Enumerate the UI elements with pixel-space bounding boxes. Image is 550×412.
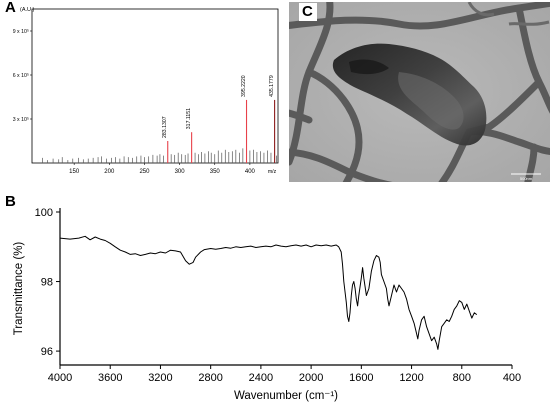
panel-c-letter: C bbox=[299, 3, 317, 21]
x-tick-label: 250 bbox=[139, 169, 150, 175]
x-tick-label: 1200 bbox=[399, 372, 423, 384]
tem-micrograph: 500nm bbox=[280, 0, 550, 191]
x-axis-label: Wavenumber (cm⁻¹) bbox=[234, 390, 338, 402]
particle-dense-region bbox=[349, 59, 389, 75]
scale-bar: 500nm bbox=[511, 173, 541, 181]
peak-label: 435.1779 bbox=[269, 75, 275, 97]
x-tick-label: 3200 bbox=[148, 372, 172, 384]
mass-spectrum-chart: 283.1307 317.1151 395.2220 435.1779 150 200 25… bbox=[13, 7, 279, 175]
plot-frame bbox=[31, 8, 279, 164]
peak-label: 395.2220 bbox=[241, 75, 247, 97]
y-tick-label: 98 bbox=[41, 277, 53, 289]
y-tick-label: 6 x 10⁵ bbox=[13, 73, 29, 79]
x-tick-label: 150 bbox=[69, 169, 80, 175]
x-tick-label: 2400 bbox=[249, 372, 273, 384]
panel-b-letter: B bbox=[5, 193, 16, 210]
x-tick-label: 4000 bbox=[48, 372, 72, 384]
panel-c: 500nm C bbox=[280, 0, 550, 191]
panel-a: A 283.1307 317.1151 395.2220 435.1779 150 200… bbox=[0, 0, 280, 185]
y-axis-label: (A.U.) bbox=[20, 7, 35, 13]
y-tick-label: 9 x 10⁵ bbox=[13, 29, 29, 35]
x-axis-label: m/z bbox=[268, 169, 277, 175]
scale-bar-label: 500nm bbox=[520, 176, 533, 181]
x-tick-label: 400 bbox=[503, 372, 521, 384]
x-tick-label: 3600 bbox=[98, 372, 122, 384]
x-tick-label: 2000 bbox=[299, 372, 323, 384]
x-tick-label: 2800 bbox=[198, 372, 222, 384]
particle-thin-region bbox=[398, 72, 464, 130]
peak-label: 317.1151 bbox=[186, 108, 192, 129]
y-tick-label: 3 x 10⁵ bbox=[13, 117, 29, 123]
x-tick-label: 800 bbox=[453, 372, 471, 384]
carbon-grid-film-inner bbox=[467, 1, 550, 26]
x-tick-label: 400 bbox=[245, 169, 256, 175]
ftir-spectrum-chart: 4000 3600 3200 2800 2400 2000 1600 1200 800 400 96… bbox=[13, 207, 521, 402]
peak-label: 283.1307 bbox=[162, 116, 168, 138]
y-tick-label: 100 bbox=[35, 207, 53, 219]
panel-b: B 4000 3600 3200 2800 2400 2000 1600 1200 800 400… bbox=[0, 190, 550, 407]
transmittance-line bbox=[59, 235, 478, 350]
x-tick-label: 200 bbox=[104, 169, 115, 175]
x-tick-label: 1600 bbox=[349, 372, 373, 384]
y-tick-label: 96 bbox=[41, 346, 53, 358]
y-axis-label: Transmittance (%) bbox=[13, 242, 25, 336]
x-tick-label: 300 bbox=[175, 169, 186, 175]
panel-a-letter: A bbox=[5, 0, 16, 16]
x-tick-label: 350 bbox=[210, 169, 221, 175]
